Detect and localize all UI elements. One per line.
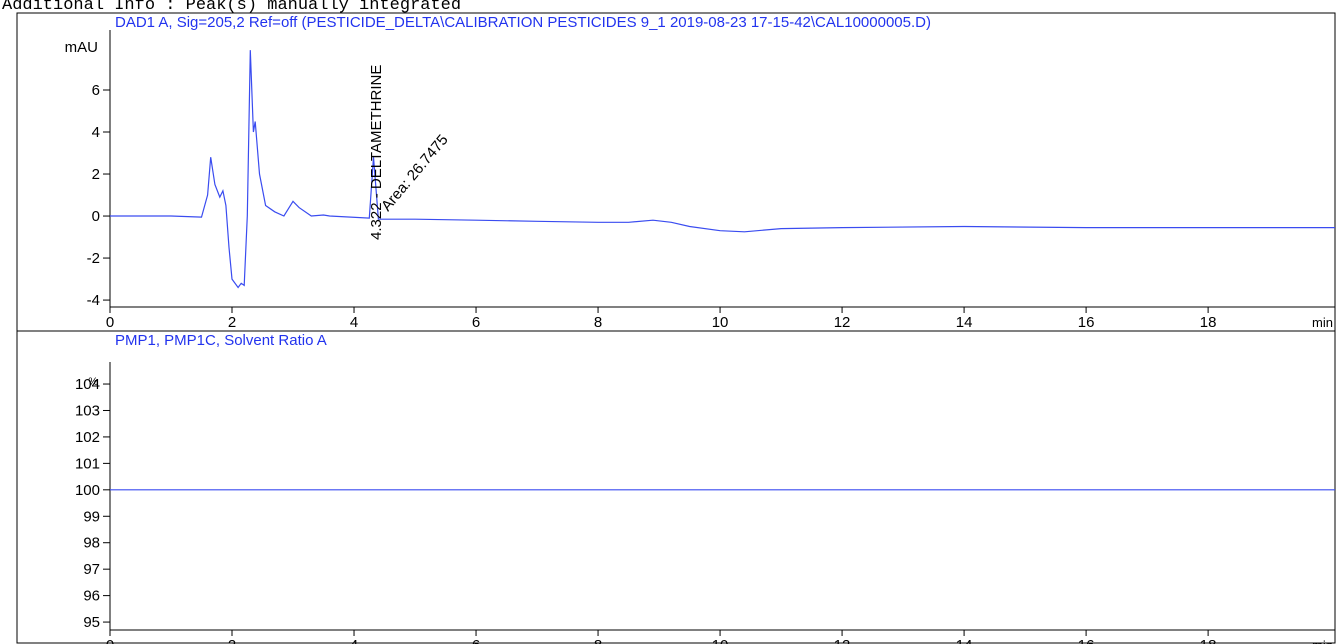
- x-tick-label: 12: [834, 314, 851, 331]
- x-tick-label: 16: [1078, 314, 1095, 331]
- trace: [110, 50, 1335, 289]
- y-tick-label: 4: [92, 124, 100, 141]
- x-tick-label: 10: [712, 637, 729, 644]
- y-tick-label: 100: [75, 482, 100, 499]
- y-tick-label: 6: [92, 82, 100, 99]
- area-label: Area: 26.7475: [378, 131, 452, 214]
- x-tick-label: 8: [594, 637, 602, 644]
- y-tick-label: 102: [75, 429, 100, 446]
- chart-title: PMP1, PMP1C, Solvent Ratio A: [115, 332, 327, 349]
- y-tick-label: 104: [75, 376, 100, 393]
- x-tick-label: 18: [1200, 637, 1217, 644]
- y-tick-label: -4: [87, 292, 100, 309]
- y-tick-label: 97: [83, 561, 100, 578]
- y-tick-label: 101: [75, 455, 100, 472]
- x-tick-label: 8: [594, 314, 602, 331]
- y-axis-label: %: [88, 376, 98, 388]
- y-tick-label: 2: [92, 166, 100, 183]
- x-tick-label: 4: [350, 637, 358, 644]
- y-tick-label: 98: [83, 535, 100, 552]
- chart-title: DAD1 A, Sig=205,2 Ref=off (PESTICIDE_DEL…: [115, 14, 931, 31]
- y-tick-label: 99: [83, 508, 100, 525]
- x-tick-label: 0: [106, 637, 114, 644]
- x-tick-label: 14: [956, 314, 973, 331]
- x-tick-label: 18: [1200, 314, 1217, 331]
- y-tick-label: 96: [83, 588, 100, 605]
- x-tick-label: 0: [106, 314, 114, 331]
- x-tick-label: 12: [834, 637, 851, 644]
- y-tick-label: 95: [83, 614, 100, 631]
- x-tick-label: 10: [712, 314, 729, 331]
- peak-label: 4.322 - DELTAMETHRINE: [368, 65, 385, 240]
- x-tick-label: 6: [472, 314, 480, 331]
- frame: [16, 12, 1336, 644]
- x-axis-label: min: [1312, 638, 1333, 644]
- header: Additional Info : Peak(s) manually integ…: [2, 0, 461, 15]
- x-tick-label: 14: [956, 637, 973, 644]
- y-axis-label: mAU: [65, 39, 98, 56]
- x-tick-label: 16: [1078, 637, 1095, 644]
- x-tick-label: 4: [350, 314, 358, 331]
- x-tick-label: 6: [472, 637, 480, 644]
- x-tick-label: 2: [228, 637, 236, 644]
- y-tick-label: -2: [87, 250, 100, 267]
- x-tick-label: 2: [228, 314, 236, 331]
- y-tick-label: 0: [92, 208, 100, 225]
- x-axis-label: min: [1312, 315, 1333, 330]
- y-tick-label: 103: [75, 402, 100, 419]
